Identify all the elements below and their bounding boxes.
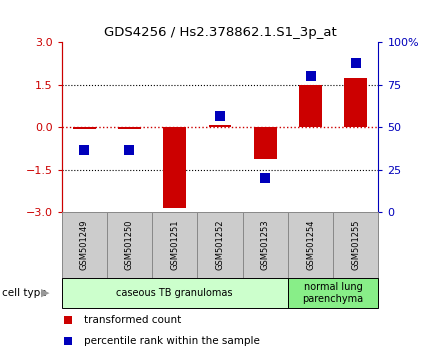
Bar bbox=[152, 212, 198, 278]
Bar bbox=[62, 278, 288, 308]
Point bbox=[216, 113, 224, 118]
Text: caseous TB granulomas: caseous TB granulomas bbox=[117, 288, 233, 298]
Bar bbox=[73, 127, 95, 129]
Bar bbox=[299, 85, 322, 127]
Text: ▶: ▶ bbox=[41, 288, 49, 298]
Bar bbox=[198, 212, 242, 278]
Bar bbox=[345, 78, 367, 127]
Point bbox=[64, 338, 71, 344]
Text: GSM501251: GSM501251 bbox=[170, 220, 179, 270]
Point bbox=[126, 147, 133, 152]
Bar bbox=[107, 212, 152, 278]
Point bbox=[352, 60, 359, 66]
Bar bbox=[163, 127, 186, 208]
Text: GSM501253: GSM501253 bbox=[261, 220, 270, 270]
Text: cell type: cell type bbox=[2, 288, 47, 298]
Text: GSM501249: GSM501249 bbox=[80, 220, 89, 270]
Text: GSM501255: GSM501255 bbox=[351, 220, 360, 270]
Bar bbox=[254, 127, 277, 159]
Point bbox=[262, 176, 269, 181]
Title: GDS4256 / Hs2.378862.1.S1_3p_at: GDS4256 / Hs2.378862.1.S1_3p_at bbox=[104, 25, 336, 39]
Text: transformed count: transformed count bbox=[84, 315, 181, 325]
Bar bbox=[62, 212, 107, 278]
Text: GSM501252: GSM501252 bbox=[216, 220, 224, 270]
Point bbox=[64, 317, 71, 323]
Text: GSM501254: GSM501254 bbox=[306, 220, 315, 270]
Bar bbox=[242, 212, 288, 278]
Bar bbox=[118, 127, 141, 129]
Point bbox=[307, 74, 314, 79]
Bar bbox=[288, 278, 378, 308]
Text: percentile rank within the sample: percentile rank within the sample bbox=[84, 336, 260, 346]
Text: normal lung
parenchyma: normal lung parenchyma bbox=[303, 282, 364, 304]
Bar bbox=[333, 212, 378, 278]
Point bbox=[81, 147, 88, 152]
Bar bbox=[288, 212, 333, 278]
Bar bbox=[209, 125, 231, 127]
Text: GSM501250: GSM501250 bbox=[125, 220, 134, 270]
